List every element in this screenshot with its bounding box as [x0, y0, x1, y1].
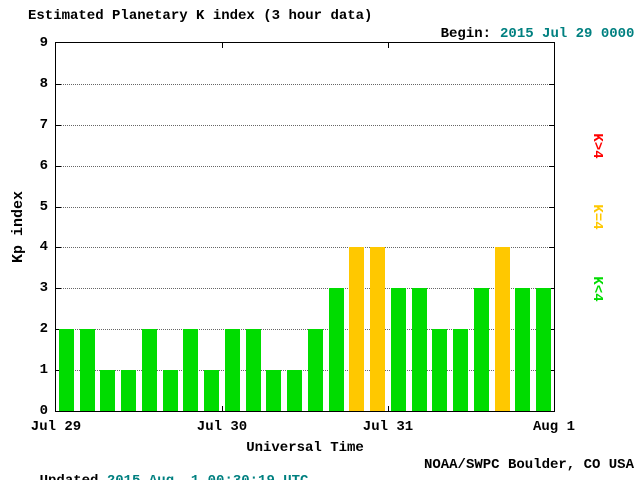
kp-bar — [307, 329, 323, 411]
gridline — [56, 206, 554, 208]
kp-bar — [349, 247, 365, 411]
y-tick-label: 4 — [39, 239, 48, 256]
y-tick-mark — [56, 165, 61, 167]
kp-bar — [287, 370, 303, 411]
updated-label: Updated — [40, 473, 99, 480]
x-tick-label: Aug 1 — [532, 419, 576, 435]
kp-bar — [224, 329, 240, 411]
kp-bar — [100, 370, 116, 411]
y-tick-label: 9 — [39, 35, 48, 51]
y-tick-label: 7 — [39, 116, 48, 133]
gridline — [56, 370, 554, 372]
legend-k-eq4: K=4 — [589, 204, 605, 230]
y-tick-label: 6 — [39, 157, 48, 174]
begin-value: 2015 Jul 29 0000 UTC — [500, 26, 635, 42]
y-tick-mark — [549, 124, 554, 126]
chart-title: Estimated Planetary K index (3 hour data… — [28, 8, 373, 24]
y-tick-mark — [56, 124, 61, 126]
kp-bar — [328, 288, 344, 411]
y-tick-mark — [56, 288, 61, 290]
kp-bar — [141, 329, 157, 411]
kp-bar — [79, 329, 95, 411]
gridline — [56, 329, 554, 331]
y-tick-label: 0 — [39, 403, 48, 419]
kp-bar — [494, 247, 510, 411]
updated-line: Updated 2015 Aug 1 00:30:19 UTC — [6, 457, 309, 480]
x-tick-mark — [388, 406, 389, 411]
y-tick-mark — [56, 83, 61, 85]
y-tick-label: 8 — [39, 75, 48, 92]
gridline — [56, 165, 554, 167]
kp-bar — [121, 370, 137, 411]
kp-bar — [390, 288, 406, 411]
legend-k-gt4: K>4 — [589, 133, 605, 159]
gridline — [56, 83, 554, 85]
x-axis-title: Universal Time — [246, 440, 364, 456]
y-tick-mark — [549, 165, 554, 167]
kp-bar — [370, 247, 386, 411]
y-tick-mark — [56, 329, 61, 331]
gridline — [56, 247, 554, 249]
kp-bar — [266, 370, 282, 411]
y-axis-title: Kp index — [10, 191, 27, 264]
y-tick-mark — [549, 83, 554, 85]
y-tick-mark — [549, 370, 554, 372]
plot-area — [55, 42, 555, 412]
kp-bar — [473, 288, 489, 411]
y-tick-mark — [56, 247, 61, 249]
kp-bar — [411, 288, 427, 411]
y-tick-mark — [549, 247, 554, 249]
y-tick-label: 1 — [39, 362, 48, 379]
x-tick-label: Jul 31 — [362, 419, 414, 435]
begin-label: Begin: — [440, 26, 492, 42]
gridline — [56, 288, 554, 290]
credit-text: NOAA/SWPC Boulder, CO USA — [423, 457, 634, 473]
kp-bar — [245, 329, 261, 411]
y-tick-mark — [549, 206, 554, 208]
kp-bar — [432, 329, 448, 411]
x-tick-mark — [222, 406, 223, 411]
legend-k-lt4: K<4 — [589, 276, 605, 302]
y-tick-label: 2 — [39, 321, 48, 338]
kp-bar — [58, 329, 74, 411]
gridline — [56, 124, 554, 126]
y-tick-mark — [56, 370, 61, 372]
kp-bar — [536, 288, 552, 411]
y-tick-mark — [549, 288, 554, 290]
kp-bar — [183, 329, 199, 411]
x-tick-label: Jul 29 — [30, 419, 82, 435]
x-tick-label: Jul 30 — [196, 419, 248, 435]
kp-bar — [162, 370, 178, 411]
y-tick-mark — [549, 329, 554, 331]
y-tick-label: 5 — [39, 198, 48, 215]
kp-bar — [204, 370, 220, 411]
x-tick-mark — [388, 43, 389, 48]
x-tick-mark — [222, 43, 223, 48]
y-tick-label: 3 — [39, 280, 48, 297]
begin-line: Begin: 2015 Jul 29 0000 UTC — [407, 10, 640, 58]
updated-value: 2015 Aug 1 00:30:19 UTC — [107, 473, 309, 480]
y-tick-mark — [56, 206, 61, 208]
kp-bar — [515, 288, 531, 411]
kp-bar — [453, 329, 469, 411]
